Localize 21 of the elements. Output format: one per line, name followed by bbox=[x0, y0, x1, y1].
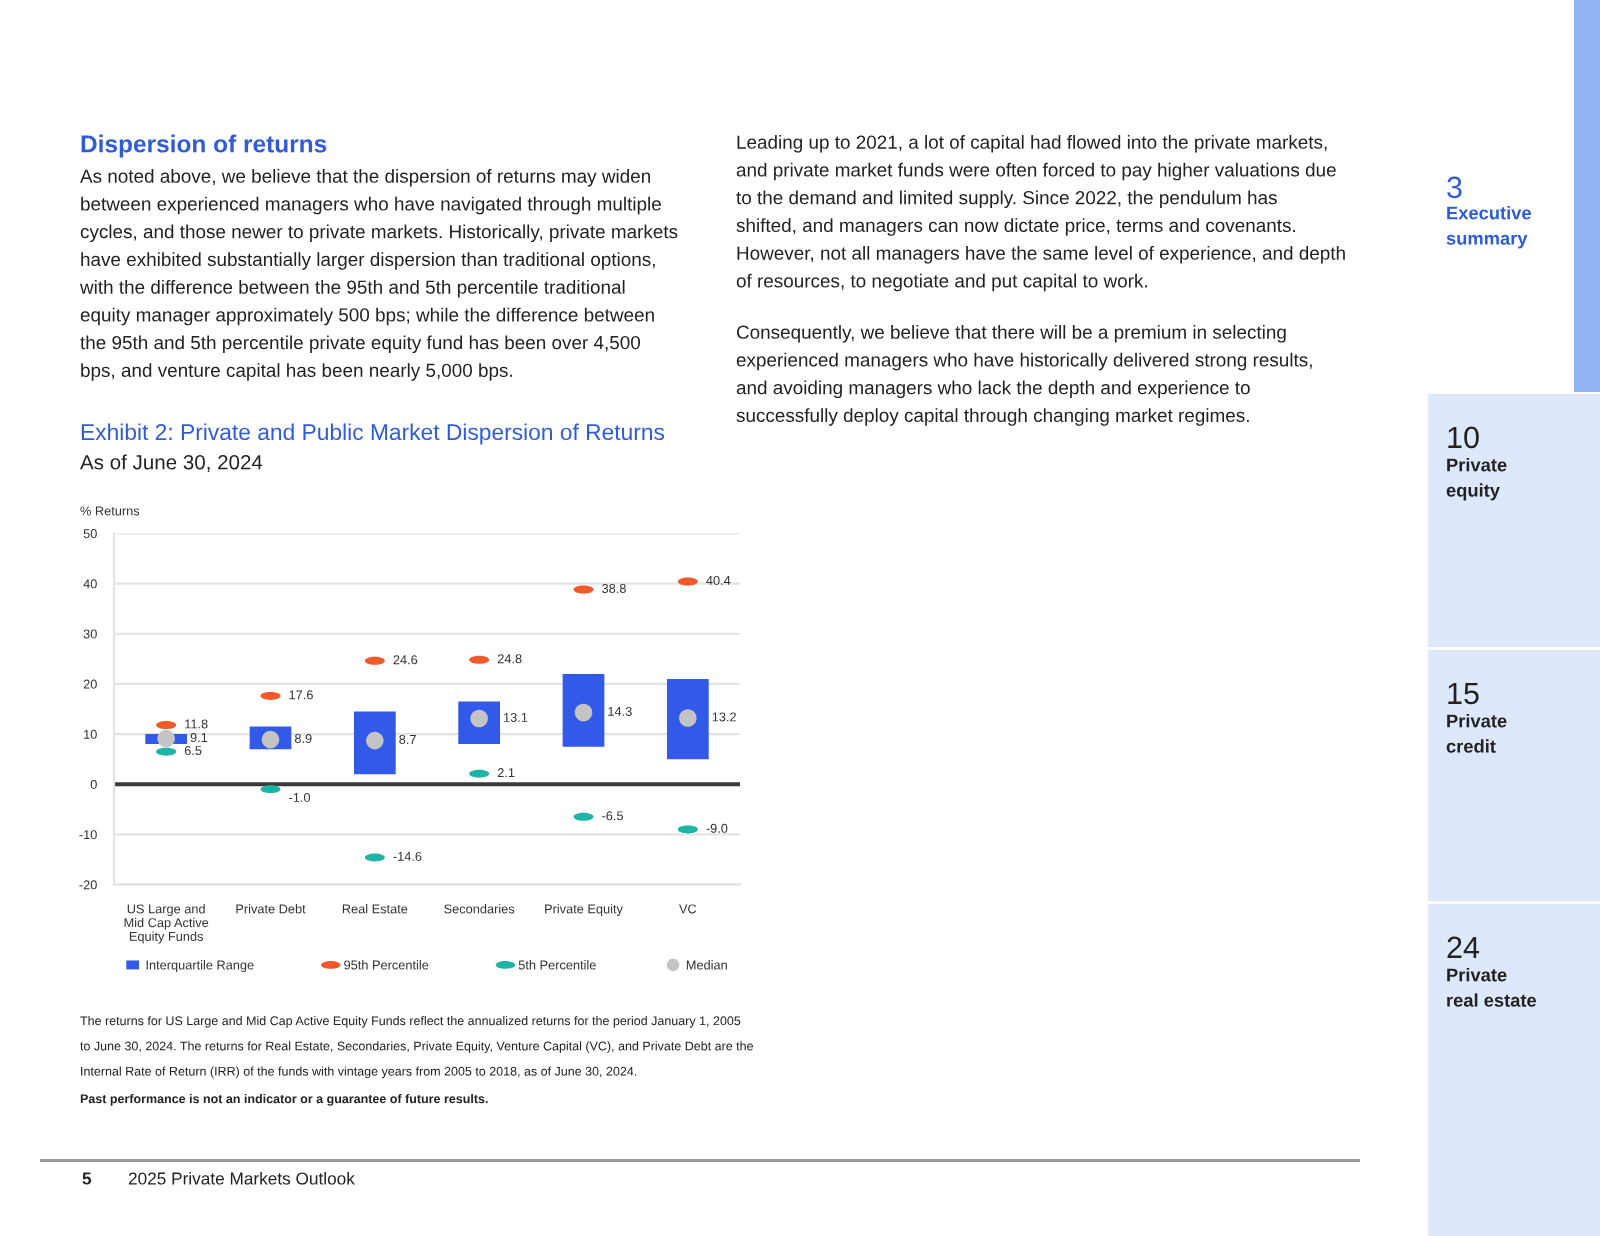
text: Private credit bbox=[1446, 714, 1507, 753]
text: Consequently, we believe that there will be a premium in selecting experienced managers who have historically delivered strong results, and avoiding managers who lack the depth and experience to successfully deploy capital through changing market regimes. bbox=[736, 325, 1312, 426]
text: 15 bbox=[1448, 682, 1479, 705]
text: 10 bbox=[1448, 426, 1479, 449]
point bbox=[679, 709, 697, 727]
text: As noted above, we believe that the dispersion of returns may widen between experienced managers who have navigated through multiple cycles, and those newer to private markets. Historically, private markets have exhibited substantially larger dispersion than traditional options, with the difference between the 95th and 5th percentile traditional equity manager approximately 500 bps; while the difference between the 95th and 5th percentile private equity fund has been over 4,500 bps, and venture capital has been nearly 5,000 bps. bbox=[79, 169, 678, 381]
text: Executive summary bbox=[1446, 206, 1531, 249]
chart-subtitle: As of June 30, 2024 bbox=[80, 454, 263, 472]
text: Dispersion of returns bbox=[81, 134, 327, 158]
chart-title: Exhibit 2: Private and Public Market Dispersion of Returns bbox=[81, 423, 665, 445]
bar bbox=[666, 678, 709, 760]
bar bbox=[353, 711, 396, 775]
bar bbox=[562, 673, 605, 747]
text: 24 bbox=[1447, 936, 1480, 958]
text: Private real estate bbox=[1447, 968, 1537, 1007]
text: 5 bbox=[82, 1172, 92, 1185]
point bbox=[157, 729, 175, 748]
text: Leading up to 2021, a lot of capital had flowed into the private markets, and private market funds were often forced to pay higher valuations due to the demand and limited supply. Since 2022, the pendulum has shifted, and managers can now dictate price, terms and covenants. However, not all managers have the same level of experience, and depth of resources, to negotiate and put capital to work. bbox=[736, 135, 1345, 292]
text: 3 bbox=[1447, 176, 1462, 199]
text: 2025 Private Markets Outlook bbox=[128, 1171, 355, 1185]
text: Private equity bbox=[1446, 458, 1507, 501]
